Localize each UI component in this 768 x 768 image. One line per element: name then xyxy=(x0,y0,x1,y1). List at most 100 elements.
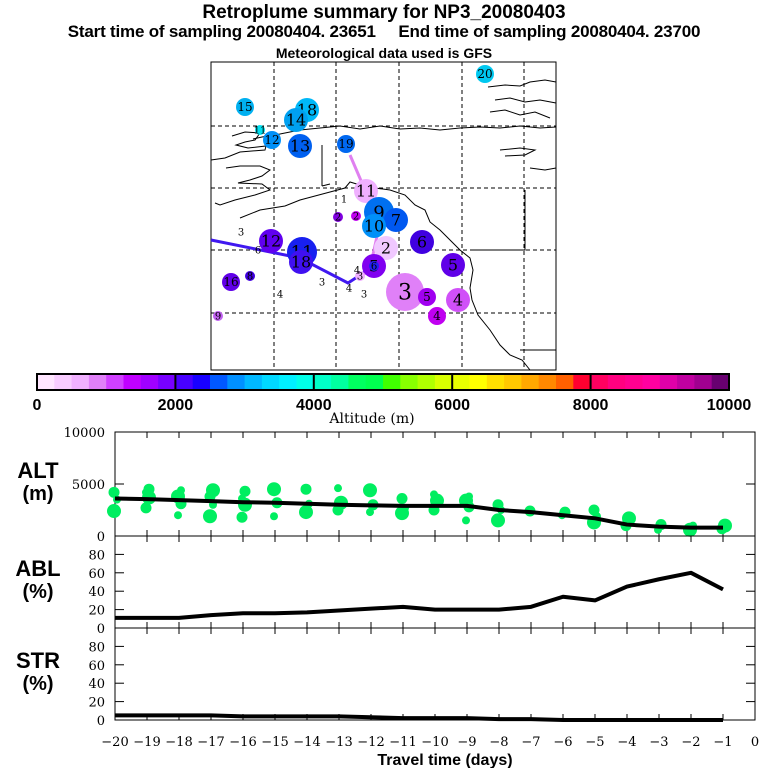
colorbar-cell xyxy=(88,374,107,390)
map-panel: 2015181411121319111229710263121161856516… xyxy=(210,61,557,371)
y-tick-label: 0 xyxy=(97,622,105,637)
x-tick-label: −11 xyxy=(389,735,416,750)
sampling-time-subtitle: Start time of sampling 20080404. 23651 E… xyxy=(67,22,701,41)
colorbar-cell xyxy=(659,374,678,390)
plume-day-label: 14 xyxy=(286,111,306,130)
plume-circle xyxy=(374,236,398,260)
plume-marker: 4 xyxy=(346,284,352,295)
plume-marker: 6 xyxy=(369,261,379,273)
altitude-point xyxy=(718,518,732,533)
colorbar-cell xyxy=(279,374,297,390)
altitude-point xyxy=(239,485,251,497)
x-tick-label: −17 xyxy=(197,735,224,750)
y-tick-label: 80 xyxy=(88,640,105,655)
plume-marker: 18 xyxy=(289,250,313,274)
plume-day-label: 12 xyxy=(264,133,279,147)
colorbar-cell xyxy=(140,374,159,390)
plume-circle xyxy=(386,273,424,311)
plume-circle xyxy=(213,311,223,321)
plume-day-label: 5 xyxy=(423,290,431,304)
colorbar-cell xyxy=(521,374,540,390)
plume-marker: 12 xyxy=(263,131,281,149)
y-axis-title: (%) xyxy=(22,581,53,603)
plume-day-label: 9 xyxy=(373,202,384,223)
plume-day-label: 3 xyxy=(398,281,412,306)
plume-day-label: 6 xyxy=(371,262,377,273)
plume-circle xyxy=(289,250,313,274)
met-data-subtitle: Meteorological data used is GFS xyxy=(275,45,493,61)
plume-circle xyxy=(263,131,281,149)
plume-circle xyxy=(441,253,465,277)
plume-marker: 16 xyxy=(222,273,240,291)
colorbar-cell xyxy=(711,374,730,390)
plume-marker: 5 xyxy=(441,253,465,277)
colorbar-cell xyxy=(434,374,453,390)
series-line xyxy=(115,713,723,722)
plume-circle xyxy=(476,65,494,83)
plume-marker: 2 xyxy=(333,212,343,224)
colorbar-cell xyxy=(504,374,522,390)
y-axis-title: ALT xyxy=(17,458,59,483)
colorbar-cell xyxy=(417,374,436,390)
plume-circle xyxy=(410,230,434,254)
colorbar-cell xyxy=(123,374,142,390)
y-tick-label: 40 xyxy=(88,677,105,692)
plume-day-label: 2 xyxy=(335,213,341,224)
plume-marker: 20 xyxy=(476,65,494,83)
colorbar-cell xyxy=(642,374,661,390)
plume-marker: 11 xyxy=(254,125,267,137)
altitude-point xyxy=(107,504,121,519)
colorbar-cell xyxy=(244,374,263,390)
plume-marker: 4 xyxy=(446,288,470,312)
plume-marker: 2 xyxy=(374,236,398,260)
colorbar-cell xyxy=(296,374,315,390)
altitude-point xyxy=(300,483,312,495)
chart-title: Retroplume summary for NP3_20080403 xyxy=(202,2,566,23)
colorbar-tick-label: 8000 xyxy=(573,397,609,414)
colorbar-cell xyxy=(607,374,626,390)
colorbar-cell xyxy=(192,374,211,390)
plume-marker: 14 xyxy=(284,108,308,132)
plume-day-label: 11 xyxy=(356,182,376,201)
colorbar-cell xyxy=(158,374,176,390)
plume-marker: 2 xyxy=(351,211,361,223)
plume-day-label: 10 xyxy=(364,217,384,236)
plume-marker: 10 xyxy=(362,214,386,238)
plume-day-label: 9 xyxy=(215,312,221,323)
colorbar-cell xyxy=(452,374,470,390)
plume-day-label: 6 xyxy=(417,233,427,252)
colorbar-cell xyxy=(694,374,713,390)
plume-day-label: 11 xyxy=(254,126,267,137)
x-tick-label: −9 xyxy=(457,735,476,750)
plume-day-label: 19 xyxy=(338,137,353,151)
plume-marker: 6 xyxy=(410,230,434,254)
colorbar-cell xyxy=(210,374,228,390)
plume-circle xyxy=(428,307,446,325)
time-series-panels: 0500010000ALT(m)020406080ABL(%)020406080… xyxy=(15,426,759,768)
plume-day-label: 13 xyxy=(290,137,310,156)
colorbar-cell xyxy=(348,374,367,390)
y-tick-label: 80 xyxy=(88,548,105,563)
colorbar-cell xyxy=(365,374,384,390)
altitude-point xyxy=(299,505,313,520)
x-tick-label: −4 xyxy=(617,735,636,750)
plume-circle xyxy=(236,98,254,116)
plume-day-label: 7 xyxy=(391,211,401,230)
x-tick-label: −8 xyxy=(489,735,508,750)
plume-circle xyxy=(369,261,379,271)
colorbar-tick-label: 0 xyxy=(33,397,42,414)
x-axis-title: Travel time (days) xyxy=(377,752,512,768)
x-tick-label: −10 xyxy=(421,735,448,750)
altitude-point xyxy=(396,493,408,505)
plume-circle xyxy=(245,271,255,281)
colorbar-tick-label: 10000 xyxy=(707,397,752,414)
x-tick-label: −3 xyxy=(649,735,668,750)
plume-day-label: 8 xyxy=(247,272,253,283)
colorbar-cell xyxy=(400,374,419,390)
plume-marker: 3 xyxy=(361,290,367,301)
plume-marker: 8 xyxy=(245,271,255,283)
x-tick-label: −5 xyxy=(585,735,604,750)
plume-markers: 2015181411121319111229710263121161856516… xyxy=(213,65,494,325)
coastline xyxy=(210,79,557,371)
plume-day-label: 3 xyxy=(357,272,363,283)
